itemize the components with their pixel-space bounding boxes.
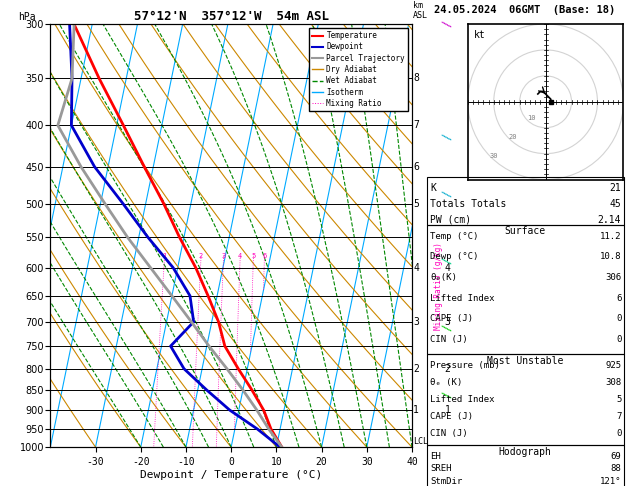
Text: Totals Totals: Totals Totals [430, 199, 506, 208]
Text: 3: 3 [445, 317, 450, 327]
Text: 925: 925 [605, 361, 621, 370]
Text: 3: 3 [221, 253, 226, 259]
Title: 57°12'N  357°12'W  54m ASL: 57°12'N 357°12'W 54m ASL [133, 10, 329, 23]
Text: 2: 2 [413, 364, 419, 374]
Text: PW (cm): PW (cm) [430, 215, 471, 225]
Text: Hodograph: Hodograph [499, 447, 552, 457]
Text: Dewp (°C): Dewp (°C) [430, 252, 478, 261]
Text: 11.2: 11.2 [600, 232, 621, 241]
Text: 6: 6 [413, 162, 419, 172]
Text: kt: kt [474, 30, 486, 40]
Text: \: \ [441, 188, 453, 200]
Text: 5: 5 [413, 199, 419, 208]
Text: 0: 0 [616, 429, 621, 438]
Text: 2: 2 [199, 253, 203, 259]
Text: \: \ [441, 322, 453, 334]
Text: StmDir: StmDir [430, 477, 462, 486]
Text: 6: 6 [616, 294, 621, 303]
Text: θₑ(K): θₑ(K) [430, 273, 457, 282]
Text: 5: 5 [616, 395, 621, 404]
Text: 121°: 121° [600, 477, 621, 486]
Text: Lifted Index: Lifted Index [430, 294, 494, 303]
Text: LCL: LCL [413, 437, 428, 446]
Text: 1: 1 [413, 405, 419, 415]
Text: 4: 4 [445, 263, 450, 273]
Text: 4: 4 [238, 253, 242, 259]
Text: Most Unstable: Most Unstable [487, 356, 564, 366]
Text: 7: 7 [616, 412, 621, 421]
Text: 5: 5 [251, 253, 255, 259]
Text: 45: 45 [610, 199, 621, 208]
Text: 10.8: 10.8 [600, 252, 621, 261]
Text: \: \ [441, 18, 453, 30]
Text: \: \ [441, 130, 453, 142]
Text: 6: 6 [262, 253, 267, 259]
Text: 8: 8 [413, 73, 419, 84]
Text: CAPE (J): CAPE (J) [430, 412, 473, 421]
Text: 30: 30 [489, 153, 498, 159]
Text: 308: 308 [605, 378, 621, 387]
Text: Lifted Index: Lifted Index [430, 395, 494, 404]
Text: 306: 306 [605, 273, 621, 282]
Text: \: \ [441, 255, 453, 267]
Text: CAPE (J): CAPE (J) [430, 314, 473, 323]
Text: hPa: hPa [18, 12, 35, 22]
Text: CIN (J): CIN (J) [430, 335, 467, 344]
Text: 7: 7 [413, 121, 419, 130]
Text: 10: 10 [527, 116, 535, 122]
Text: Pressure (mb): Pressure (mb) [430, 361, 500, 370]
Text: θₑ (K): θₑ (K) [430, 378, 462, 387]
Text: 21: 21 [610, 183, 621, 193]
Text: km
ASL: km ASL [413, 1, 428, 20]
Text: 88: 88 [611, 464, 621, 473]
Text: Surface: Surface [504, 226, 546, 237]
Text: 2: 2 [445, 364, 450, 374]
Text: Temp (°C): Temp (°C) [430, 232, 478, 241]
Text: CIN (J): CIN (J) [430, 429, 467, 438]
Text: 2.14: 2.14 [598, 215, 621, 225]
Text: 1: 1 [445, 405, 450, 415]
Text: 3: 3 [413, 317, 419, 327]
Text: \: \ [441, 389, 453, 401]
Text: EH: EH [430, 452, 441, 461]
Text: 0: 0 [616, 335, 621, 344]
Text: Mixing Ratio (g/kg): Mixing Ratio (g/kg) [434, 243, 443, 330]
Text: 4: 4 [413, 263, 419, 273]
Text: 0: 0 [616, 314, 621, 323]
Text: 20: 20 [508, 134, 517, 140]
Legend: Temperature, Dewpoint, Parcel Trajectory, Dry Adiabat, Wet Adiabat, Isotherm, Mi: Temperature, Dewpoint, Parcel Trajectory… [309, 28, 408, 111]
Text: K: K [430, 183, 436, 193]
Text: 1: 1 [162, 253, 167, 259]
Text: SREH: SREH [430, 464, 452, 473]
Text: 24.05.2024  06GMT  (Base: 18): 24.05.2024 06GMT (Base: 18) [433, 5, 615, 15]
X-axis label: Dewpoint / Temperature (°C): Dewpoint / Temperature (°C) [140, 469, 322, 480]
Text: 69: 69 [611, 452, 621, 461]
